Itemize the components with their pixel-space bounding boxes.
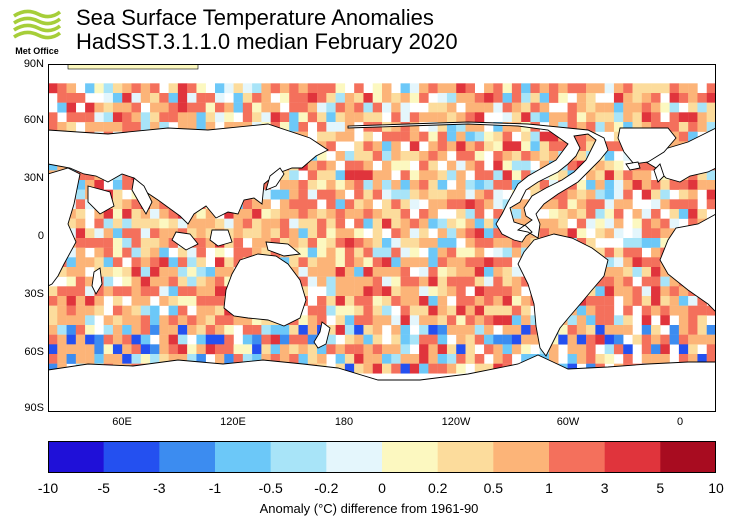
lat-label-30s: 30S [24,288,44,300]
colorbar-tick-label: 0 [378,480,386,496]
lat-label-90s: 90S [24,402,44,414]
colorbar-tick-label: -10 [37,480,59,496]
colorbar-tick-label: 1 [545,480,553,496]
colorbar-swatch [103,441,160,473]
africa [48,167,81,287]
colorbar-swatch [48,441,104,473]
colorbar-tick-label: 0.2 [427,480,448,496]
colorbar-tick-label: -0.5 [258,480,283,496]
lon-label-180: 180 [334,416,354,428]
colorbar-tick-label: -5 [97,480,110,496]
lon-label-120e: 120E [220,416,246,428]
colorbar-tick-label: -3 [153,480,166,496]
chart-subtitle: HadSST.3.1.1.0 median February 2020 [76,29,458,54]
arabia [87,185,115,215]
colorbar-tick-label: -0.2 [314,480,339,496]
colorbar [48,441,716,473]
colorbar-swatch [549,441,605,473]
colorbar-swatch [215,441,271,473]
australia [223,253,307,327]
lon-label-120w: 120W [441,416,471,428]
north-america [347,121,609,243]
colorbar-tick-label: 3 [600,480,609,496]
colorbar-swatch [493,441,550,473]
lat-label-60n: 60N [23,114,44,126]
colorbar-swatch [382,441,438,473]
lon-label-0: 0 [676,416,684,428]
madagascar [91,267,103,295]
japan [265,167,285,191]
colorbar-title: Anomaly (°C) difference from 1961-90 [259,501,479,516]
chart-title: Sea Surface Temperature Anomalies [76,5,434,30]
antarctica [48,354,716,412]
india [131,177,153,215]
colorbar-swatch [604,441,661,473]
south-america [517,233,609,357]
colorbar-swatch [326,441,383,473]
sst-anomaly-map [48,64,716,412]
colorbar-swatch [270,441,327,473]
top-strip [67,64,199,70]
lon-label-60w: 60W [556,416,580,428]
map-frame [48,64,716,412]
colorbar-tick-label: 0.5 [483,480,504,496]
lat-label-60s: 60S [24,346,44,358]
colorbar-swatch [660,441,716,473]
lat-label-0: 0 [37,230,44,242]
iceland [625,161,641,171]
eurasia [48,123,329,225]
colorbar-swatch [437,441,494,473]
lat-label-90n: 90N [23,58,44,70]
new-guinea [265,241,302,257]
lat-label-30n: 30N [23,172,44,184]
land-masses [48,121,716,412]
colorbar-tick-label: 10 [708,480,724,496]
greenland [617,127,677,165]
colorbar-tick-label: 5 [656,480,665,496]
uk [653,163,665,183]
colorbar-tick-label: -1 [208,480,222,496]
lon-label-60e: 60E [112,416,132,428]
colorbar-swatch [159,441,216,473]
logo-text: Met Office [15,46,59,56]
met-office-logo: Met Office [8,6,66,58]
borneo-sumatra [171,229,233,251]
new-zealand [313,321,331,349]
